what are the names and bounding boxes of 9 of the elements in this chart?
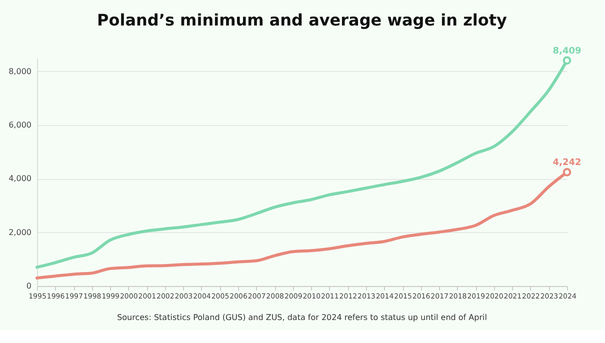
chart-title: Poland’s minimum and average wage in zloty [97, 10, 508, 30]
data-label: 4,242 [552, 158, 582, 168]
y-tick-label: 4,000 [8, 174, 32, 184]
y-tick-label: 8,000 [8, 66, 32, 76]
y-tick-label: 2,000 [8, 228, 32, 237]
y-tick-label: 0 [26, 282, 32, 290]
source-note: Sources: Statistics Poland (GUS) and ZUS, data for 2024 refers to status up until end of April [117, 313, 487, 322]
y-tick-label: 6,000 [8, 120, 32, 130]
data-label: 8,409 [552, 46, 582, 56]
